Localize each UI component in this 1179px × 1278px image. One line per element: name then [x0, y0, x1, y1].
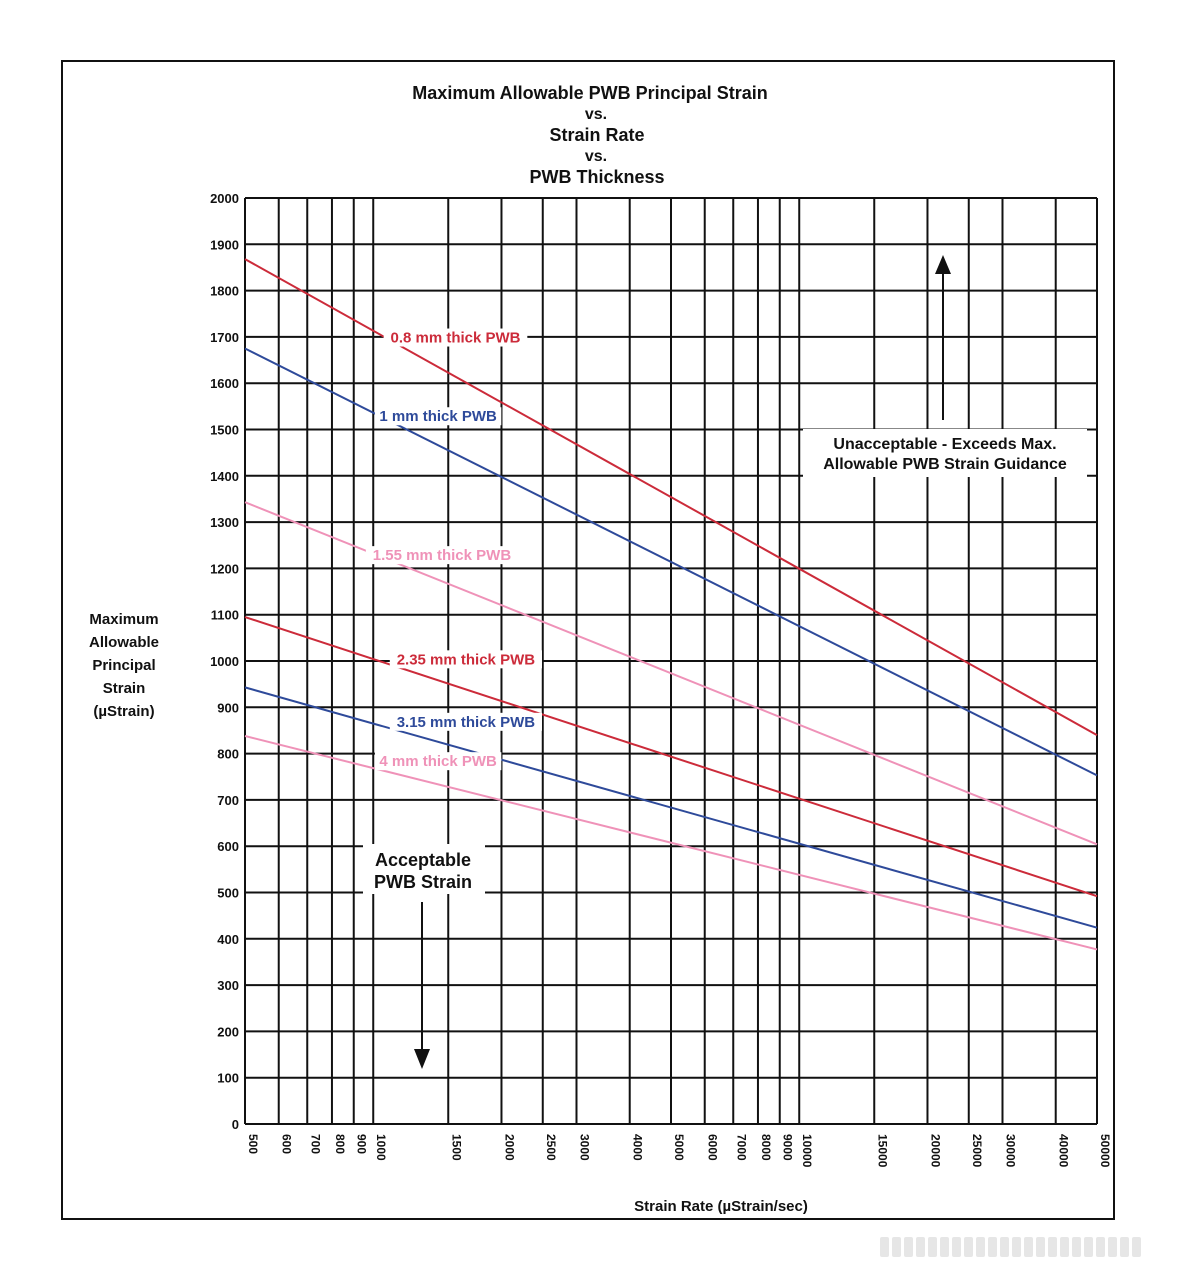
x-tick-label: 900 [355, 1134, 369, 1154]
annotation-acceptable-line-1: Acceptable [375, 850, 471, 870]
down-arrow-head [414, 1049, 430, 1069]
y-tick-label: 300 [217, 978, 239, 993]
y-tick-labels: 0 100 200 300 400 500 600 700 800 900 1000 1100 1200… [210, 191, 239, 1132]
x-tick-label: 25000 [970, 1134, 984, 1168]
x-tick-label: 30000 [1003, 1134, 1017, 1168]
y-tick-label: 1900 [210, 237, 239, 252]
x-tick-label: 1000 [374, 1134, 388, 1161]
strain-chart: Maximum Allowable PWB Principal Strain v… [89, 83, 1112, 1215]
y-tick-label: 200 [217, 1024, 239, 1039]
chart-frame: Maximum Allowable PWB Principal Strain v… [61, 60, 1115, 1220]
series-labels: 0.8 mm thick PWB 1 mm thick PWB 1.55 mm th… [365, 328, 542, 771]
y-tick-label: 1000 [210, 654, 239, 669]
x-tick-label: 2000 [502, 1134, 516, 1161]
x-tick-label: 40000 [1057, 1134, 1071, 1168]
y-tick-label: 1100 [211, 608, 239, 623]
series-line [244, 686, 1098, 929]
y-axis-label-line-3: Principal [92, 657, 155, 674]
y-axis-label-line-1: Maximum [89, 611, 158, 628]
annotation-unacceptable-line-1: Unacceptable - Exceeds Max. [833, 436, 1056, 453]
x-axis-label: Strain Rate (µStrain/sec) [634, 1198, 808, 1215]
x-tick-label: 8000 [759, 1134, 773, 1161]
y-tick-label: 100 [217, 1071, 239, 1086]
annotation-acceptable: Acceptable PWB Strain [363, 844, 485, 1069]
title-line-3: Strain Rate [549, 125, 644, 145]
x-tick-label: 3000 [577, 1134, 591, 1161]
x-tick-label: 50000 [1098, 1134, 1112, 1168]
y-tick-label: 2000 [210, 191, 239, 206]
series-line [244, 616, 1098, 898]
annotation-unacceptable: Unacceptable - Exceeds Max. Allowable PW… [803, 255, 1087, 477]
x-tick-label: 15000 [875, 1134, 889, 1168]
y-tick-label: 800 [217, 747, 239, 762]
series-label-bg [374, 407, 502, 426]
series-label: 1 mm thick PWB [379, 408, 497, 425]
x-tick-label: 2500 [544, 1134, 558, 1161]
annotation-unacceptable-box [803, 429, 1087, 477]
title-line-1: Maximum Allowable PWB Principal Strain [412, 83, 767, 103]
x-tick-label: 600 [280, 1134, 294, 1154]
chart-title: Maximum Allowable PWB Principal Strain v… [412, 83, 767, 187]
y-tick-label: 1200 [210, 561, 239, 576]
x-tick-label: 10000 [800, 1134, 814, 1168]
x-tick-label: 20000 [928, 1134, 942, 1168]
x-tick-label: 7000 [734, 1134, 748, 1161]
x-tick-label: 1500 [449, 1134, 463, 1161]
y-tick-label: 700 [217, 793, 239, 808]
title-line-5: PWB Thickness [529, 167, 664, 187]
y-tick-label: 500 [217, 886, 239, 901]
y-axis-label-line-4: Strain [103, 680, 146, 697]
series-label: 1.55 mm thick PWB [373, 547, 512, 564]
x-tick-label: 4000 [631, 1134, 645, 1161]
y-tick-label: 1300 [210, 515, 239, 530]
y-tick-label: 1600 [210, 376, 239, 391]
series-label: 3.15 mm thick PWB [397, 714, 536, 731]
x-tick-label: 800 [333, 1134, 347, 1154]
x-tick-label: 700 [308, 1134, 322, 1154]
y-axis-label-line-5: (µStrain) [93, 703, 154, 720]
annotation-acceptable-box [363, 844, 485, 894]
series-label: 4 mm thick PWB [379, 753, 497, 770]
annotation-acceptable-line-2: PWB Strain [374, 872, 472, 892]
y-tick-label: 1800 [210, 284, 239, 299]
y-tick-label: 600 [217, 839, 239, 854]
x-tick-label: 5000 [672, 1134, 686, 1161]
grid-lines [244, 197, 1098, 1125]
up-arrow-head [935, 255, 951, 274]
y-tick-label: 1500 [210, 423, 239, 438]
y-axis-label-line-2: Allowable [89, 634, 159, 651]
x-tick-label: 9000 [781, 1134, 795, 1161]
series-label: 0.8 mm thick PWB [390, 330, 520, 347]
y-axis-label: Maximum Allowable Principal Strain (µStr… [89, 611, 159, 720]
series-line [244, 735, 1098, 951]
series-label: 2.35 mm thick PWB [397, 651, 536, 668]
series-label-bg [389, 712, 542, 731]
series-label-bg [383, 328, 528, 347]
x-tick-label: 500 [246, 1134, 260, 1154]
title-line-4: vs. [585, 148, 607, 165]
x-tick-label: 6000 [706, 1134, 720, 1161]
watermark [880, 1237, 1170, 1259]
annotation-unacceptable-line-2: Allowable PWB Strain Guidance [823, 456, 1067, 473]
y-tick-label: 0 [232, 1117, 239, 1132]
y-tick-label: 1400 [210, 469, 239, 484]
y-tick-label: 400 [217, 932, 239, 947]
y-tick-label: 1700 [210, 330, 239, 345]
series-label-bg [374, 752, 502, 771]
series-label-bg [389, 650, 542, 669]
y-tick-label: 900 [217, 700, 239, 715]
series-label-bg [365, 546, 519, 565]
x-tick-labels: 500 600 700 800 900 1000 1500 2000 2500 3000 4000 5… [246, 1134, 1112, 1168]
title-line-2: vs. [585, 106, 607, 123]
